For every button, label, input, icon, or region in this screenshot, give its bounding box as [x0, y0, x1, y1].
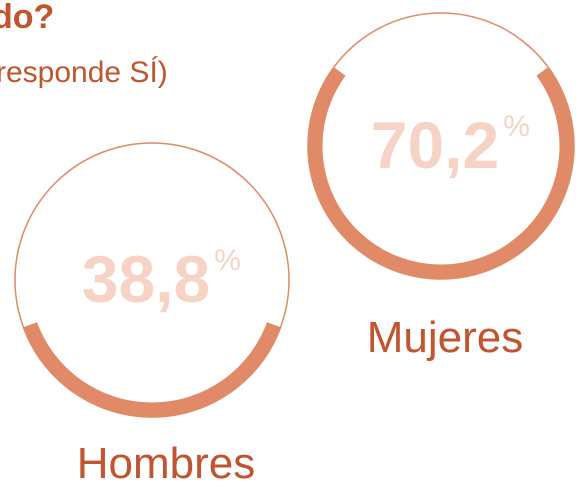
value-unit: % [214, 244, 241, 277]
ring-arc [307, 66, 575, 280]
category-label: Hombres [77, 439, 256, 487]
chart-subtitle: responde SÍ) [0, 56, 168, 89]
value-label: 70,2 [371, 108, 499, 182]
ring-arc [22, 322, 282, 418]
category-label: Mujeres [367, 313, 524, 362]
value-unit: % [503, 110, 530, 143]
chart-title: do? [0, 0, 54, 36]
value-label: 38,8 [82, 242, 210, 316]
